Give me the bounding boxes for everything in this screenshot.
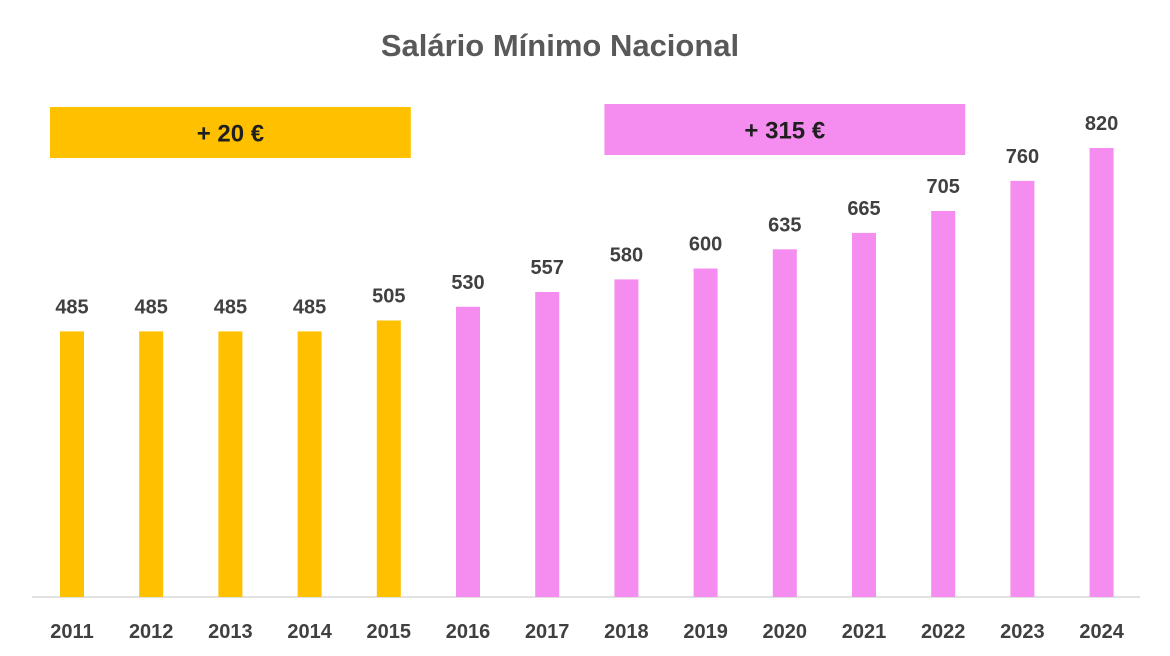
x-tick-label-2022: 2022 [921, 621, 966, 643]
bar-2024 [1089, 148, 1114, 597]
x-tick-label-2015: 2015 [367, 621, 412, 643]
x-tick-label-2016: 2016 [446, 621, 491, 643]
data-label-2024: 820 [1085, 113, 1118, 135]
bars-group [60, 148, 1114, 598]
bar-2015 [376, 320, 401, 597]
bar-2012 [139, 331, 164, 597]
x-tick-label-2024: 2024 [1079, 621, 1124, 643]
bar-2017 [535, 292, 560, 597]
bar-2022 [931, 211, 956, 597]
bar-2018 [614, 279, 639, 597]
data-label-2012: 485 [135, 296, 168, 318]
bar-2013 [218, 331, 243, 597]
data-label-2019: 600 [689, 234, 722, 256]
x-tick-label-2017: 2017 [525, 621, 570, 643]
annotation-text-1: + 20 € [197, 121, 264, 148]
x-tick-label-2013: 2013 [208, 621, 253, 643]
chart-title: Salário Mínimo Nacional [381, 28, 739, 63]
annotation-text-2: + 315 € [744, 118, 825, 145]
data-label-2017: 557 [531, 257, 564, 279]
data-label-2021: 665 [847, 198, 880, 220]
bar-2020 [772, 249, 797, 598]
x-tick-label-2014: 2014 [287, 621, 332, 643]
annotation-group: + 20 € + 315 € [50, 104, 966, 158]
annotation-banner-2 [604, 104, 966, 155]
data-label-2018: 580 [610, 244, 643, 266]
x-tick-label-2021: 2021 [842, 621, 887, 643]
x-tick-label-2023: 2023 [1000, 621, 1045, 643]
bar-2023 [1010, 180, 1035, 597]
data-label-2015: 505 [372, 286, 405, 308]
bar-2014 [297, 331, 322, 597]
data-label-2011: 485 [55, 296, 88, 318]
x-tick-labels-group: 2011 2012 2013 2014 2015 2016 2017 2018 2019 2020… [50, 621, 1124, 643]
bar-2011 [60, 331, 84, 597]
x-tick-label-2020: 2020 [763, 621, 808, 643]
data-label-2023: 760 [1006, 146, 1039, 168]
x-tick-label-2011: 2011 [50, 621, 93, 643]
bar-2019 [693, 268, 718, 597]
bar-2016 [456, 306, 480, 597]
x-tick-label-2012: 2012 [129, 621, 174, 643]
annotation-banner-1 [50, 107, 411, 158]
bar-2021 [852, 232, 876, 597]
data-label-2013: 485 [214, 296, 247, 318]
data-labels-group: 485 485 485 485 505 530 557 580 600 635 665 705 760 8… [55, 113, 1118, 318]
x-tick-label-2019: 2019 [683, 621, 728, 643]
data-label-2020: 635 [768, 214, 801, 236]
data-label-2016: 530 [451, 272, 484, 294]
data-label-2014: 485 [293, 296, 326, 318]
data-label-2022: 705 [927, 176, 960, 198]
x-tick-label-2018: 2018 [604, 621, 649, 643]
